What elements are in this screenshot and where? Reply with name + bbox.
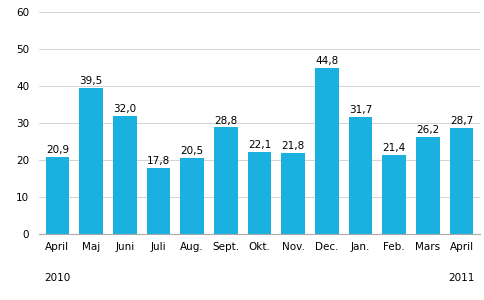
Text: 28,8: 28,8 [214, 116, 237, 126]
Bar [348, 117, 372, 234]
Bar [382, 155, 405, 234]
Text: 2011: 2011 [448, 273, 474, 283]
Bar [146, 168, 170, 234]
Text: 31,7: 31,7 [348, 105, 371, 115]
Bar [449, 128, 472, 234]
Bar [113, 116, 136, 234]
Bar [79, 88, 103, 234]
Text: 44,8: 44,8 [315, 56, 338, 66]
Text: 20,5: 20,5 [180, 146, 203, 156]
Bar [180, 158, 203, 234]
Text: 26,2: 26,2 [415, 125, 439, 135]
Text: 17,8: 17,8 [147, 156, 170, 166]
Bar [281, 153, 304, 234]
Text: 32,0: 32,0 [113, 104, 136, 114]
Text: 21,8: 21,8 [281, 142, 304, 152]
Text: 2010: 2010 [44, 273, 70, 283]
Text: 28,7: 28,7 [449, 116, 472, 126]
Bar [247, 152, 271, 234]
Text: 22,1: 22,1 [247, 140, 271, 150]
Text: 39,5: 39,5 [79, 76, 103, 86]
Text: 21,4: 21,4 [382, 143, 405, 153]
Bar [415, 137, 439, 234]
Bar [213, 128, 237, 234]
Bar [315, 68, 338, 234]
Text: 20,9: 20,9 [45, 145, 69, 155]
Bar [45, 157, 69, 234]
